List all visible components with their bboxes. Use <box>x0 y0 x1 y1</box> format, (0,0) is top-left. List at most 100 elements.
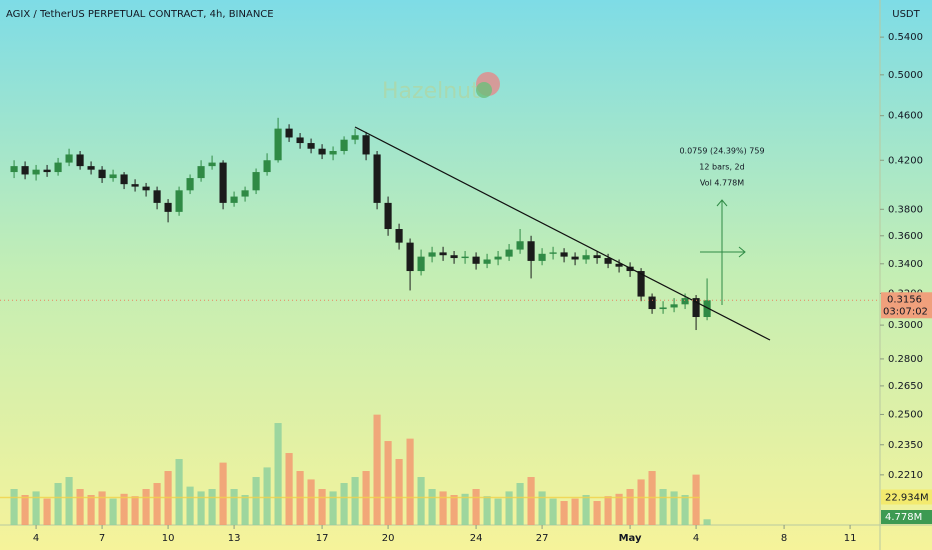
volume-last-box <box>881 510 932 524</box>
currency: USDT <box>892 9 920 20</box>
volume-bar <box>384 441 392 525</box>
volume-bar <box>494 498 502 525</box>
x-tick-label: 11 <box>844 533 857 544</box>
candle-body <box>186 178 194 191</box>
candle-body <box>417 256 425 272</box>
candle-body <box>692 298 700 318</box>
candle-body <box>615 263 623 267</box>
candle-body <box>648 296 656 310</box>
candle-body <box>505 249 513 257</box>
x-tick-label: 27 <box>536 533 549 544</box>
last-price-box <box>881 292 932 319</box>
candle-body <box>98 169 106 179</box>
volume-bar <box>274 423 282 525</box>
volume-bar <box>527 477 535 525</box>
measure-arrow-right <box>738 246 746 258</box>
volume-bar <box>703 519 711 525</box>
volume-bar <box>395 459 403 525</box>
candle-body <box>483 259 491 264</box>
y-tick-label: 0.3800 <box>888 204 923 215</box>
candle-body <box>175 190 183 212</box>
volume-bar <box>175 459 183 525</box>
candle-body <box>670 304 678 308</box>
y-tick-label: 0.2500 <box>888 409 923 420</box>
candle-body <box>472 256 480 264</box>
volume-bar <box>54 483 62 525</box>
candle-body <box>285 128 293 138</box>
last-price-label: 0.3156 <box>887 294 922 305</box>
volume-bar <box>43 498 51 525</box>
candle-body <box>318 148 326 155</box>
candle-body <box>593 255 601 259</box>
candle-body <box>54 162 62 173</box>
candle-body <box>329 151 337 155</box>
volume-bar <box>461 493 469 525</box>
watermark-logo-leaf <box>476 82 492 98</box>
candle-body <box>21 166 29 175</box>
x-tick-label: May <box>619 533 642 544</box>
volume-ma-label: 22.934M <box>885 492 929 503</box>
volume-bar <box>626 489 634 525</box>
countdown-label: 03:07:02 <box>883 306 928 317</box>
volume-bar <box>153 483 161 525</box>
volume-bar <box>637 479 645 525</box>
candle-body <box>681 298 689 305</box>
candle-body <box>274 128 282 161</box>
volume-bar <box>318 489 326 525</box>
volume-bar <box>428 489 436 525</box>
candle-body <box>263 160 271 173</box>
volume-bar <box>681 495 689 525</box>
volume-bar <box>197 491 205 525</box>
y-tick-label: 0.5000 <box>888 70 923 81</box>
candle-body <box>109 174 117 179</box>
y-tick-label: 0.2650 <box>888 381 923 392</box>
y-tick-label: 0.2210 <box>888 470 923 481</box>
candle-body <box>395 229 403 243</box>
volume-bar <box>373 414 381 525</box>
volume-bar <box>472 489 480 525</box>
candle-body <box>494 256 502 260</box>
x-tick-label: 4 <box>33 533 39 544</box>
volume-ma-box <box>881 489 932 505</box>
volume-bar <box>593 501 601 525</box>
y-tick-label: 0.3000 <box>888 320 923 331</box>
volume-bar <box>186 486 194 525</box>
volume-bar <box>483 496 491 525</box>
y-tick-label: 0.4600 <box>888 111 923 122</box>
candle-body <box>76 154 84 167</box>
volume-bar <box>142 489 150 525</box>
volume-bar <box>659 489 667 525</box>
volume-bar <box>571 498 579 525</box>
volume-bar <box>604 496 612 525</box>
volume-bar <box>582 495 590 525</box>
candle-body <box>87 166 95 170</box>
candle-body <box>307 143 315 149</box>
trend-line <box>354 126 771 341</box>
candle-body <box>516 241 524 250</box>
x-tick-label: 13 <box>228 533 241 544</box>
symbol-title: AGIX / TetherUS PERPETUAL CONTRACT, 4h, … <box>6 9 274 20</box>
y-tick-label: 0.3400 <box>888 259 923 270</box>
candle-body <box>527 241 535 261</box>
candle-body <box>43 169 51 173</box>
volume-bar <box>538 491 546 525</box>
volume-bar <box>670 491 678 525</box>
candle-body <box>461 256 469 259</box>
y-tick-label: 0.2800 <box>888 354 923 365</box>
volume-bar <box>560 501 568 525</box>
volume-bar <box>615 493 623 525</box>
volume-bar <box>329 491 337 525</box>
x-tick-label: 24 <box>470 533 483 544</box>
y-tick-label: 0.2350 <box>888 440 923 451</box>
candle-body <box>637 271 645 297</box>
candle-body <box>373 154 381 203</box>
candle-body <box>164 202 172 212</box>
x-tick-label: 20 <box>382 533 395 544</box>
candle-body <box>450 255 458 259</box>
x-tick-label: 10 <box>162 533 175 544</box>
x-tick-label: 7 <box>99 533 105 544</box>
volume-bar <box>65 477 73 525</box>
candle-body <box>582 255 590 260</box>
